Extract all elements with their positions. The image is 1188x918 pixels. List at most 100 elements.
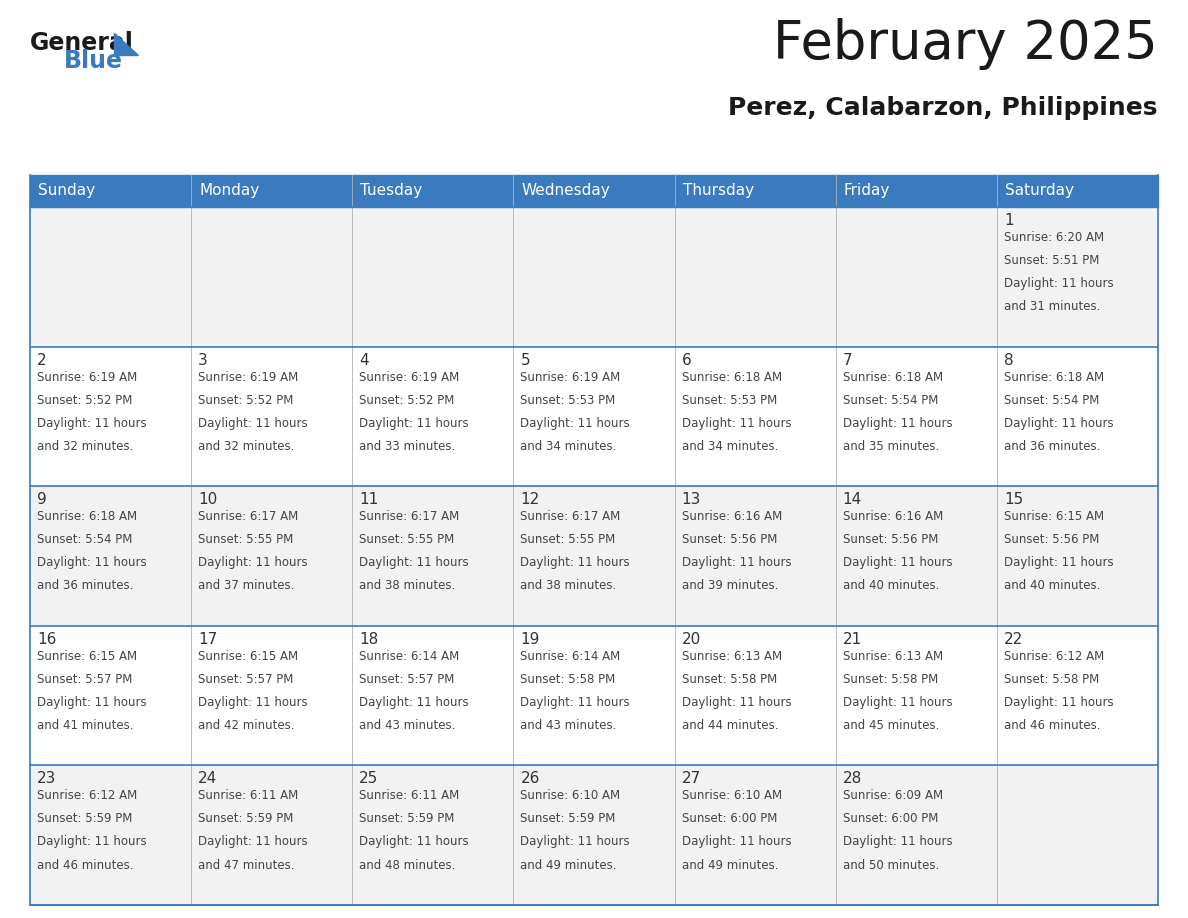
Bar [30,766,1158,905]
Text: Sunset: 5:59 PM: Sunset: 5:59 PM [520,812,615,825]
Text: Daylight: 11 hours: Daylight: 11 hours [520,696,630,709]
Text: Sunset: 5:58 PM: Sunset: 5:58 PM [520,673,615,686]
Text: 25: 25 [359,771,379,787]
Text: Daylight: 11 hours: Daylight: 11 hours [682,835,791,848]
Text: 17: 17 [198,632,217,647]
Text: and 47 minutes.: and 47 minutes. [198,858,295,871]
Text: 23: 23 [37,771,56,787]
Text: Sunset: 5:56 PM: Sunset: 5:56 PM [682,533,777,546]
Text: Sunset: 5:54 PM: Sunset: 5:54 PM [37,533,132,546]
Text: 27: 27 [682,771,701,787]
Text: and 46 minutes.: and 46 minutes. [37,858,133,871]
Text: Daylight: 11 hours: Daylight: 11 hours [359,556,469,569]
Text: 3: 3 [198,353,208,367]
Text: Daylight: 11 hours: Daylight: 11 hours [842,417,953,430]
Text: Sunset: 5:59 PM: Sunset: 5:59 PM [198,812,293,825]
Bar [353,175,513,207]
Text: and 32 minutes.: and 32 minutes. [198,440,295,453]
Text: and 31 minutes.: and 31 minutes. [1004,300,1100,313]
Text: Sunset: 5:59 PM: Sunset: 5:59 PM [37,812,132,825]
Text: and 43 minutes.: and 43 minutes. [359,719,456,732]
Polygon shape [114,33,138,55]
Bar [513,175,675,207]
Text: and 36 minutes.: and 36 minutes. [1004,440,1100,453]
Text: Sunset: 5:52 PM: Sunset: 5:52 PM [198,394,293,407]
Text: and 46 minutes.: and 46 minutes. [1004,719,1100,732]
Text: Sunrise: 6:10 AM: Sunrise: 6:10 AM [682,789,782,802]
Text: and 38 minutes.: and 38 minutes. [359,579,455,592]
Text: 5: 5 [520,353,530,367]
Text: 20: 20 [682,632,701,647]
Text: Sunrise: 6:15 AM: Sunrise: 6:15 AM [37,650,137,663]
Text: Sunset: 5:59 PM: Sunset: 5:59 PM [359,812,455,825]
Text: Sunrise: 6:11 AM: Sunrise: 6:11 AM [359,789,460,802]
Text: Sunset: 5:52 PM: Sunset: 5:52 PM [359,394,455,407]
Text: Saturday: Saturday [1005,184,1074,198]
Text: Sunset: 5:57 PM: Sunset: 5:57 PM [198,673,293,686]
Text: and 35 minutes.: and 35 minutes. [842,440,939,453]
Text: 8: 8 [1004,353,1013,367]
Text: 6: 6 [682,353,691,367]
Text: Daylight: 11 hours: Daylight: 11 hours [198,417,308,430]
Text: and 42 minutes.: and 42 minutes. [198,719,295,732]
Text: Daylight: 11 hours: Daylight: 11 hours [842,835,953,848]
Text: Sunrise: 6:16 AM: Sunrise: 6:16 AM [842,510,943,523]
Text: 28: 28 [842,771,862,787]
Text: and 33 minutes.: and 33 minutes. [359,440,455,453]
Text: 18: 18 [359,632,379,647]
Text: Daylight: 11 hours: Daylight: 11 hours [198,696,308,709]
Text: Daylight: 11 hours: Daylight: 11 hours [37,835,146,848]
Text: Perez, Calabarzon, Philippines: Perez, Calabarzon, Philippines [728,96,1158,120]
Text: Sunrise: 6:14 AM: Sunrise: 6:14 AM [520,650,620,663]
Text: General: General [30,31,134,55]
Text: Sunrise: 6:17 AM: Sunrise: 6:17 AM [520,510,620,523]
Text: Daylight: 11 hours: Daylight: 11 hours [682,556,791,569]
Text: Sunset: 6:00 PM: Sunset: 6:00 PM [842,812,939,825]
Text: Sunrise: 6:11 AM: Sunrise: 6:11 AM [198,789,298,802]
Text: 11: 11 [359,492,379,508]
Text: Sunrise: 6:17 AM: Sunrise: 6:17 AM [198,510,298,523]
Text: Sunrise: 6:17 AM: Sunrise: 6:17 AM [359,510,460,523]
Bar [30,347,1158,487]
Text: Sunset: 5:57 PM: Sunset: 5:57 PM [37,673,132,686]
Text: and 45 minutes.: and 45 minutes. [842,719,939,732]
Text: and 34 minutes.: and 34 minutes. [682,440,778,453]
Text: Sunset: 5:58 PM: Sunset: 5:58 PM [682,673,777,686]
Text: Thursday: Thursday [683,184,753,198]
Text: Sunrise: 6:13 AM: Sunrise: 6:13 AM [842,650,943,663]
Bar [30,487,1158,626]
Text: Sunrise: 6:20 AM: Sunrise: 6:20 AM [1004,231,1104,244]
Bar [191,175,353,207]
Text: and 48 minutes.: and 48 minutes. [359,858,456,871]
Text: Sunrise: 6:12 AM: Sunrise: 6:12 AM [1004,650,1104,663]
Text: Sunrise: 6:18 AM: Sunrise: 6:18 AM [682,371,782,384]
Text: and 32 minutes.: and 32 minutes. [37,440,133,453]
Text: Sunset: 5:56 PM: Sunset: 5:56 PM [1004,533,1099,546]
Text: and 49 minutes.: and 49 minutes. [520,858,617,871]
Text: Daylight: 11 hours: Daylight: 11 hours [37,556,146,569]
Text: Sunset: 5:52 PM: Sunset: 5:52 PM [37,394,132,407]
Bar [30,207,1158,347]
Text: 9: 9 [37,492,46,508]
Text: 16: 16 [37,632,56,647]
Text: Sunset: 5:58 PM: Sunset: 5:58 PM [1004,673,1099,686]
Text: Daylight: 11 hours: Daylight: 11 hours [520,556,630,569]
Text: Sunrise: 6:18 AM: Sunrise: 6:18 AM [842,371,943,384]
Text: Sunrise: 6:14 AM: Sunrise: 6:14 AM [359,650,460,663]
Text: 24: 24 [198,771,217,787]
Text: Friday: Friday [843,184,890,198]
Bar [997,175,1158,207]
Text: Sunrise: 6:18 AM: Sunrise: 6:18 AM [37,510,137,523]
Text: and 40 minutes.: and 40 minutes. [1004,579,1100,592]
Text: Sunrise: 6:13 AM: Sunrise: 6:13 AM [682,650,782,663]
Text: Daylight: 11 hours: Daylight: 11 hours [359,835,469,848]
Text: Daylight: 11 hours: Daylight: 11 hours [1004,277,1113,290]
Text: Daylight: 11 hours: Daylight: 11 hours [198,556,308,569]
Text: 15: 15 [1004,492,1023,508]
Text: Sunset: 5:55 PM: Sunset: 5:55 PM [359,533,455,546]
Text: Daylight: 11 hours: Daylight: 11 hours [359,417,469,430]
Text: and 41 minutes.: and 41 minutes. [37,719,133,732]
Text: Sunrise: 6:19 AM: Sunrise: 6:19 AM [520,371,620,384]
Text: Daylight: 11 hours: Daylight: 11 hours [1004,417,1113,430]
Text: Sunrise: 6:12 AM: Sunrise: 6:12 AM [37,789,138,802]
